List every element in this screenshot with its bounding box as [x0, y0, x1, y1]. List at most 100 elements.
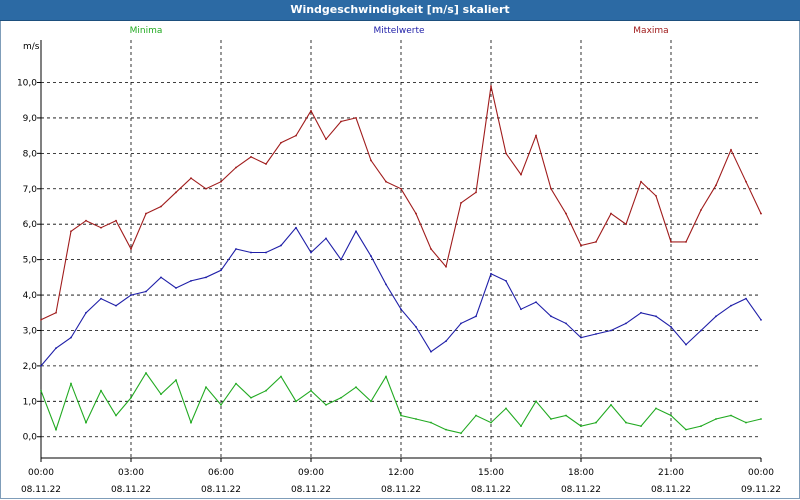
data-point-maxima: [745, 180, 747, 183]
data-point-maxima: [415, 212, 417, 215]
data-point-mittelwerte: [160, 276, 162, 279]
data-point-minima: [760, 418, 762, 420]
legend-entry-maxima: Maxima: [633, 26, 668, 36]
data-point-maxima: [250, 155, 252, 158]
data-point-maxima: [70, 230, 72, 233]
y-tick-label: 10,0: [17, 79, 37, 89]
x-tick-date-label: 08.11.22: [111, 485, 151, 495]
data-point-maxima: [385, 180, 387, 183]
y-tick-label: 8,0: [23, 149, 38, 159]
data-point-mittelwerte: [415, 326, 417, 328]
data-point-mittelwerte: [310, 251, 312, 254]
data-point-mittelwerte: [685, 343, 687, 346]
window-title: Windgeschwindigkeit [m/s] skaliert: [0, 0, 800, 21]
data-point-minima: [730, 414, 732, 417]
data-point-maxima: [670, 241, 672, 243]
data-point-minima: [430, 421, 432, 424]
data-point-mittelwerte: [100, 297, 102, 300]
data-point-mittelwerte: [55, 347, 57, 350]
data-point-minima: [385, 375, 387, 378]
x-tick-time-label: 15:00: [478, 468, 504, 478]
y-tick-label: 7,0: [23, 185, 38, 195]
data-point-minima: [670, 414, 672, 417]
data-point-mittelwerte: [670, 326, 672, 328]
series-line-mittelwerte: [40, 226, 762, 367]
data-point-minima: [400, 414, 402, 417]
data-point-minima: [460, 432, 462, 435]
axis-labels: m/s 0,0 1,0 2,0 3,0 4,0 5,0 6,0 7,0 8,0 9,0 10,0 00…: [17, 42, 781, 495]
legend-entry-mittelwerte: Mittelwerte: [373, 26, 424, 36]
y-tick-label: 4,0: [23, 291, 38, 301]
data-point-maxima: [535, 134, 537, 137]
data-point-minima: [550, 418, 552, 420]
data-point-maxima: [715, 184, 717, 187]
data-point-mittelwerte: [130, 294, 132, 296]
data-point-minima: [115, 414, 117, 417]
data-point-mittelwerte: [85, 311, 87, 314]
data-point-minima: [85, 421, 87, 424]
data-point-minima: [55, 428, 57, 431]
data-point-mittelwerte: [640, 311, 642, 314]
legend-entry-minima: Minima: [130, 26, 163, 36]
data-point-maxima: [730, 148, 732, 151]
data-point-minima: [70, 382, 72, 385]
data-point-mittelwerte: [550, 315, 552, 318]
data-point-maxima: [235, 166, 237, 169]
data-point-minima: [565, 414, 567, 417]
data-point-mittelwerte: [145, 290, 147, 293]
data-point-maxima: [85, 219, 87, 222]
data-point-minima: [295, 400, 297, 403]
y-tick-label: 9,0: [23, 114, 38, 124]
data-point-maxima: [430, 248, 432, 250]
data-point-mittelwerte: [580, 336, 582, 339]
data-point-mittelwerte: [715, 315, 717, 318]
data-point-mittelwerte: [220, 269, 222, 272]
data-point-minima: [610, 403, 612, 406]
data-point-maxima: [610, 212, 612, 215]
x-tick-date-label: 08.11.22: [471, 485, 511, 495]
grid: [41, 40, 761, 458]
data-point-maxima: [550, 187, 552, 190]
x-tick-date-label: 08.11.22: [291, 485, 331, 495]
data-point-mittelwerte: [115, 304, 117, 307]
x-tick-time-label: 00:00: [748, 468, 774, 478]
data-point-mittelwerte: [595, 333, 597, 335]
series-lines: [40, 85, 762, 435]
data-point-minima: [505, 407, 507, 410]
data-point-maxima: [40, 318, 42, 321]
x-tick-time-label: 06:00: [208, 468, 234, 478]
data-point-minima: [310, 389, 312, 392]
data-point-maxima: [580, 244, 582, 247]
data-point-maxima: [520, 173, 522, 176]
data-point-maxima: [220, 180, 222, 183]
data-point-minima: [175, 379, 177, 381]
data-point-maxima: [685, 241, 687, 243]
data-point-mittelwerte: [340, 258, 342, 261]
data-point-mittelwerte: [70, 336, 72, 339]
data-point-minima: [190, 421, 192, 424]
data-point-maxima: [175, 191, 177, 194]
data-point-minima: [625, 421, 627, 424]
data-point-maxima: [325, 138, 327, 141]
data-point-minima: [160, 393, 162, 396]
y-axis-label: m/s: [23, 42, 40, 52]
y-tick-label: 1,0: [23, 397, 38, 407]
chart-frame: m/s 0,0 1,0 2,0 3,0 4,0 5,0 6,0 7,0 8,0 9,0 10,0 00…: [0, 21, 800, 499]
data-point-mittelwerte: [40, 364, 42, 367]
data-point-mittelwerte: [490, 272, 492, 275]
data-point-maxima: [355, 117, 357, 119]
data-point-maxima: [280, 141, 282, 144]
data-point-maxima: [160, 205, 162, 208]
data-point-mittelwerte: [295, 226, 297, 229]
data-point-minima: [490, 421, 492, 424]
data-point-mittelwerte: [235, 248, 237, 250]
data-point-maxima: [655, 194, 657, 197]
data-point-maxima: [130, 248, 132, 250]
data-point-minima: [265, 389, 267, 392]
data-point-maxima: [460, 202, 462, 204]
data-point-maxima: [490, 85, 492, 87]
data-point-maxima: [265, 163, 267, 165]
data-point-minima: [685, 428, 687, 431]
data-point-minima: [250, 396, 252, 399]
axes: [37, 40, 762, 462]
